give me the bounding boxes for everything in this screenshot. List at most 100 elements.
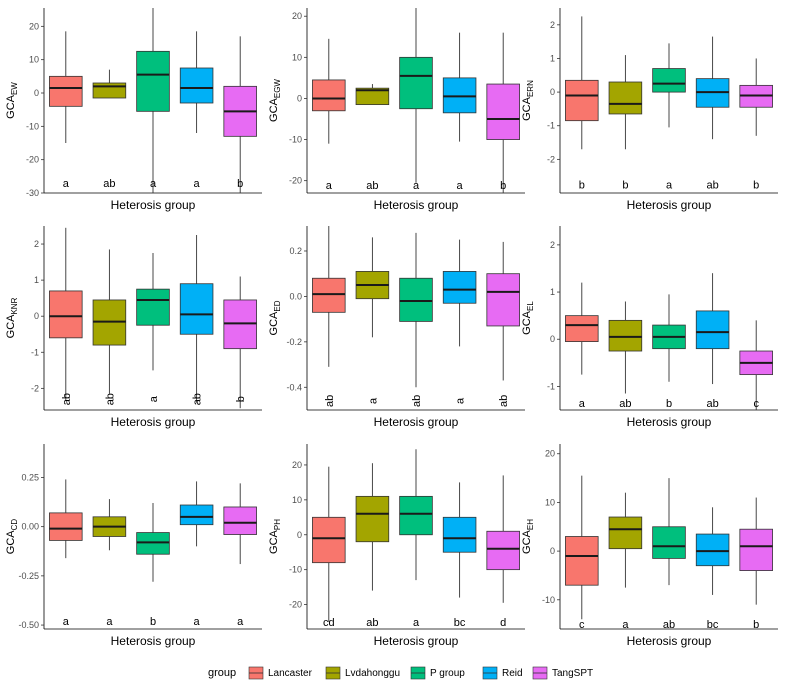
box-lvdahonggu: ab [355, 463, 390, 629]
box-iqr [136, 50, 170, 112]
y-axis-label: GCAEL [521, 301, 535, 335]
panel-gca-eh: 20 10 0 -10 GCAEH Heterosis group c a ab bc b [521, 444, 778, 648]
group-letter: a [622, 619, 629, 631]
panel-gca-knr: 2 1 0 -1 -2 GCAKNR Heterosis group ab ab a ab b [5, 226, 262, 429]
x-axis-label: Heterosis group [627, 415, 712, 429]
y-tick-label: 20 [545, 449, 555, 459]
group-letter: a [106, 616, 113, 628]
y-tick-label: 20 [29, 21, 39, 31]
group-letter: ab [324, 395, 336, 407]
box-p-group: ab [399, 232, 433, 407]
y-tick-label: -1 [31, 347, 39, 357]
group-letter: b [150, 616, 156, 628]
box-lancaster: a [565, 282, 599, 410]
y-tick-label: -0.25 [18, 571, 39, 581]
box-iqr [442, 77, 477, 114]
box-tangspt: d [486, 475, 520, 629]
legend-label-lancaster: Lancaster [268, 668, 313, 679]
group-letter: a [457, 180, 464, 192]
group-letter: ab [366, 180, 378, 192]
group-letter: a [150, 178, 157, 190]
group-letter: a [237, 616, 244, 628]
y-tick-label: 0 [34, 311, 39, 321]
box-iqr [49, 290, 83, 339]
box-p-group: a [136, 8, 170, 193]
box-tangspt: b [739, 497, 773, 631]
box-reid: a [442, 32, 477, 192]
group-letter: b [666, 398, 672, 410]
box-iqr [565, 79, 599, 122]
legend-title: group [208, 667, 236, 679]
box-lvdahonggu: a [608, 492, 643, 631]
group-letter: b [753, 619, 759, 631]
y-tick-label: 1 [550, 53, 555, 63]
box-iqr [92, 82, 127, 99]
y-tick-label: 0 [550, 334, 555, 344]
group-letter: a [367, 397, 379, 404]
group-letter: a [63, 616, 70, 628]
box-iqr [695, 310, 730, 350]
y-axis-label: GCAERN [521, 80, 535, 121]
y-tick-label: 1 [34, 275, 39, 285]
box-iqr [608, 516, 643, 550]
box-p-group: a [399, 8, 433, 192]
box-lancaster: b [565, 16, 599, 192]
box-lancaster: ab [49, 227, 83, 405]
box-reid: bc [442, 482, 477, 629]
y-axis-label: GCAED [268, 300, 282, 335]
y-tick-label: 0 [297, 93, 302, 103]
legend-label-tangspt: TangSPT [552, 668, 593, 679]
box-lancaster: a [49, 31, 83, 190]
panel-gca-el: 2 1 0 -1 GCAEL Heterosis group a ab b ab c [521, 226, 778, 429]
y-tick-label: 1 [550, 287, 555, 297]
legend-label-reid: Reid [502, 668, 523, 679]
group-letter: ab [498, 395, 510, 407]
box-lvdahonggu: ab [608, 301, 643, 410]
y-tick-label: 10 [29, 55, 39, 65]
box-tangspt: b [739, 58, 773, 192]
box-lancaster: a [312, 38, 346, 192]
x-axis-label: Heterosis group [627, 198, 712, 212]
box-reid: ab [695, 36, 730, 192]
y-tick-label: 0 [297, 530, 302, 540]
y-axis-label: GCAEGW [268, 79, 282, 122]
box-lancaster: c [565, 475, 599, 631]
y-tick-label: 10 [292, 495, 302, 505]
group-letter: a [455, 397, 467, 404]
group-letter: a [579, 398, 586, 410]
y-tick-label: -1 [547, 381, 555, 391]
y-axis-label: GCAEW [5, 82, 19, 119]
box-tangspt: b [486, 32, 520, 193]
box-lvdahonggu: ab [355, 84, 390, 192]
box-iqr [486, 530, 520, 571]
group-letter: ab [411, 395, 423, 407]
group-letter: ab [61, 393, 73, 405]
y-tick-label: -10 [289, 135, 302, 145]
group-letter: ab [366, 617, 378, 629]
box-iqr [179, 504, 214, 526]
group-letter: a [413, 617, 420, 629]
panel-gca-ed: 0.2 0.0 -0.2 -0.4 GCAED Heterosis group ab a ab a… [268, 226, 525, 429]
box-tangspt: a [223, 483, 257, 628]
box-iqr [739, 528, 773, 571]
box-iqr [486, 83, 520, 140]
box-lancaster: cd [312, 466, 346, 629]
box-reid: bc [695, 507, 730, 631]
y-tick-label: -0.2 [286, 337, 302, 347]
y-tick-label: 0.2 [289, 246, 302, 256]
group-letter: ab [706, 180, 718, 192]
box-reid: a [179, 481, 214, 628]
box-iqr [355, 495, 390, 543]
group-letter: c [753, 398, 759, 410]
panel-gca-ern: 2 1 0 -1 -2 GCAERN Heterosis group b b a ab b [521, 8, 778, 212]
group-letter: ab [663, 619, 675, 631]
box-tangspt: b [223, 36, 257, 193]
box-tangspt: ab [486, 241, 520, 407]
box-lvdahonggu: a [355, 237, 390, 404]
y-axis-label: GCAKNR [5, 297, 19, 338]
box-iqr [312, 516, 346, 564]
box-iqr [312, 277, 346, 313]
box-iqr [136, 288, 170, 326]
group-letter: cd [323, 617, 335, 629]
